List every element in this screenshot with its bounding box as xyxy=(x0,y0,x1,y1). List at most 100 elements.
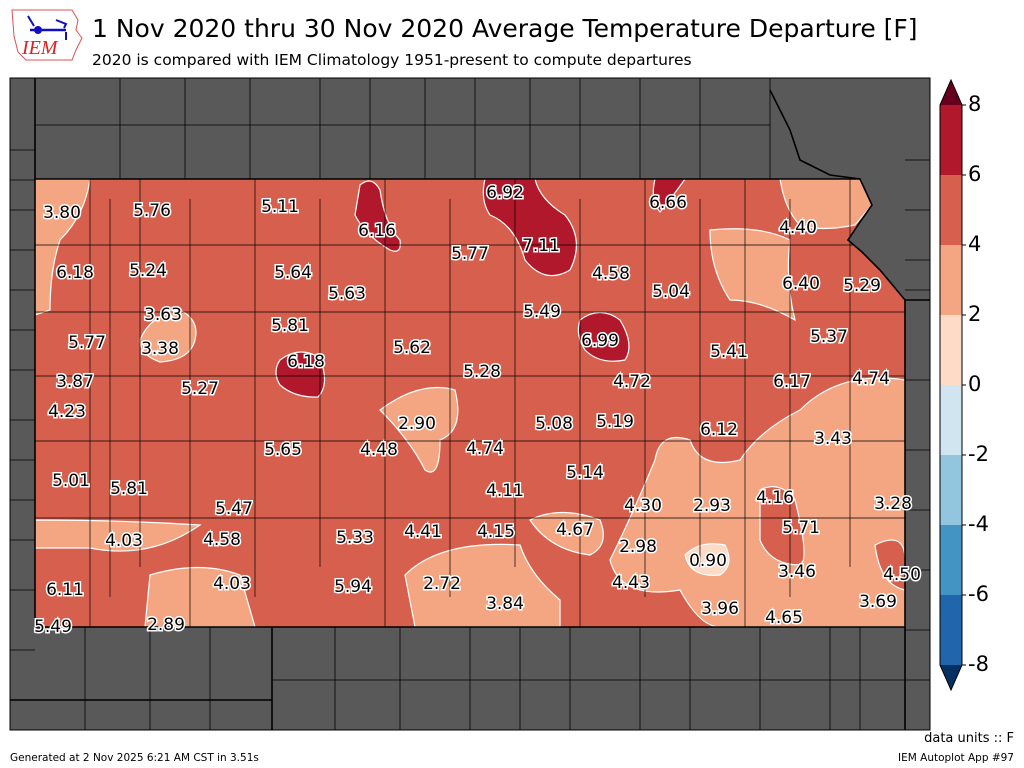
station-value-labels: 3.80 5.76 5.11 6.16 6.92 6.66 4.40 6.18 5.24 5.64… xyxy=(33,182,923,639)
svg-text:IEM: IEM xyxy=(21,37,59,59)
colorbar-extend-min xyxy=(940,665,962,690)
colorbar-segment xyxy=(940,385,962,455)
station-value: 6.40 xyxy=(782,274,820,294)
station-value: 6.12 xyxy=(700,420,738,440)
contour-2-4 xyxy=(404,543,561,627)
contour-2-4 xyxy=(35,179,91,316)
station-value: 2.93 xyxy=(693,496,731,516)
station-value: 5.81 xyxy=(271,316,309,336)
station-value: 5.81 xyxy=(110,479,148,499)
station-value: 5.94 xyxy=(334,577,372,597)
station-value: 2.72 xyxy=(423,574,461,594)
colorbar-segment xyxy=(940,105,962,175)
station-value: 4.30 xyxy=(624,496,662,516)
station-value: 5.19 xyxy=(596,412,634,432)
station-value: 6.92 xyxy=(486,183,524,203)
station-value: 5.41 xyxy=(710,342,748,362)
station-value: 4.03 xyxy=(105,531,143,551)
colorbar-segment xyxy=(940,315,962,385)
station-value: 5.04 xyxy=(652,282,690,302)
station-value: 6.16 xyxy=(358,221,396,241)
contour-6-8 xyxy=(354,180,401,252)
colorbar-tick-label: 4 xyxy=(968,232,981,256)
station-value: 5.63 xyxy=(328,284,366,304)
station-value: 5.27 xyxy=(181,379,219,399)
station-value: 4.48 xyxy=(360,440,398,460)
station-value: 3.38 xyxy=(141,339,179,359)
colorbar-tick-label: -2 xyxy=(968,442,989,466)
app-label: IEM Autoplot App #97 xyxy=(898,752,1014,764)
station-value: 4.65 xyxy=(765,608,803,628)
colorbar-tick-label: 2 xyxy=(968,302,981,326)
station-value: 5.77 xyxy=(451,244,489,264)
contour-2-4 xyxy=(139,309,197,363)
station-value: 3.87 xyxy=(56,372,94,392)
station-value: 4.03 xyxy=(213,574,251,594)
colorbar-segment xyxy=(940,455,962,525)
station-value: 4.23 xyxy=(48,402,86,422)
colorbar-extend-max xyxy=(940,80,962,105)
kansas-contours xyxy=(35,179,905,627)
station-value: 5.77 xyxy=(68,333,106,353)
station-value: 5.65 xyxy=(264,440,302,460)
station-value: 5.08 xyxy=(535,414,573,434)
station-value: 4.11 xyxy=(486,481,524,501)
colorbar-tick-label: 6 xyxy=(968,162,981,186)
station-value: 5.33 xyxy=(336,528,374,548)
station-value: 2.98 xyxy=(619,537,657,557)
contour-2-4 xyxy=(779,179,873,230)
station-value: 3.80 xyxy=(43,203,81,223)
map-background xyxy=(9,77,931,731)
colorbar-tick-label: 0 xyxy=(968,372,981,396)
contour-2-4 xyxy=(609,377,905,627)
state-borders xyxy=(10,78,930,730)
station-value: 5.24 xyxy=(129,261,167,281)
contour-4-6 xyxy=(759,486,805,566)
station-value: 4.50 xyxy=(883,565,921,585)
station-value: 4.16 xyxy=(756,488,794,508)
station-value: 4.43 xyxy=(612,573,650,593)
kansas-county-lines xyxy=(35,179,905,627)
station-value: 4.41 xyxy=(404,522,442,542)
station-value: 6.11 xyxy=(46,580,84,600)
colorbar-segment xyxy=(940,595,962,665)
contour-6-8 xyxy=(275,351,326,398)
colorbar-segment xyxy=(940,175,962,245)
colorbar: 8 6 4 2 0 -2 -4 -6 -8 xyxy=(939,78,989,692)
neighbor-county-lines xyxy=(10,78,930,730)
contour-2-4 xyxy=(35,519,202,552)
station-value: 4.72 xyxy=(613,372,651,392)
station-value: 5.49 xyxy=(34,617,72,637)
station-value: 5.47 xyxy=(215,499,253,519)
kansas-border xyxy=(34,178,906,628)
station-value: 5.64 xyxy=(274,263,312,283)
data-units-label: data units :: F xyxy=(924,731,1014,746)
station-value: 6.66 xyxy=(649,193,687,213)
station-value: 5.71 xyxy=(782,518,820,538)
contour-4-6 xyxy=(874,539,905,591)
generated-timestamp: Generated at 2 Nov 2025 6:21 AM CST in 3… xyxy=(10,752,259,764)
station-value: 3.84 xyxy=(486,594,524,614)
station-value: 5.76 xyxy=(133,201,171,221)
station-value: 5.29 xyxy=(843,276,881,296)
station-value: 4.74 xyxy=(466,439,504,459)
contour-6-8 xyxy=(482,179,577,277)
contour-2-4 xyxy=(529,511,604,556)
contour-6-8 xyxy=(652,179,687,213)
page-title: 1 Nov 2020 thru 30 Nov 2020 Average Temp… xyxy=(92,14,918,43)
colorbar-outline xyxy=(939,78,963,692)
station-value: 6.17 xyxy=(773,372,811,392)
station-value: 6.18 xyxy=(287,352,325,372)
contour-6-8 xyxy=(577,311,630,362)
station-value: 6.99 xyxy=(581,331,619,351)
station-value: 4.58 xyxy=(592,264,630,284)
contour-2-4 xyxy=(379,386,459,473)
iem-logo: IEM xyxy=(8,6,88,68)
station-value: 4.67 xyxy=(556,520,594,540)
station-value: 6.18 xyxy=(56,263,94,283)
colorbar-tick-label: -6 xyxy=(968,582,989,606)
station-value: 3.63 xyxy=(144,305,182,325)
station-value: 2.89 xyxy=(147,615,185,635)
station-value: 3.96 xyxy=(701,599,739,619)
